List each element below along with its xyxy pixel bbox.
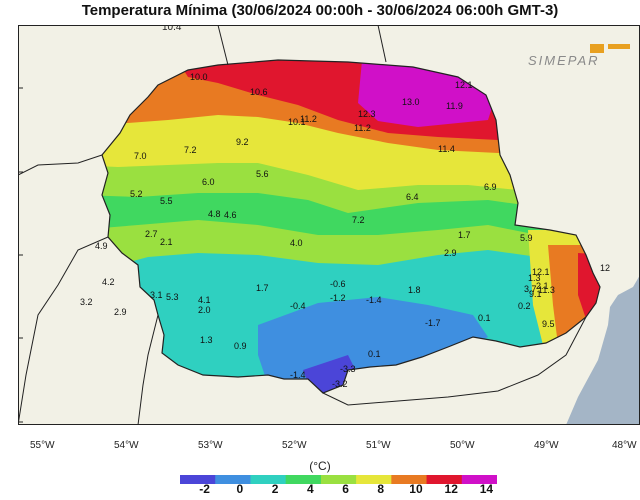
station-value: 4.9 (95, 241, 108, 251)
temperature-map: 10.4 10.010.612.113.0 11.912.310.111.211.… (18, 25, 640, 425)
station-value: 2.1 (160, 237, 173, 247)
colorbar-segment (250, 475, 287, 484)
station-value: 0.1 (478, 313, 491, 323)
unit-label: (°C) (309, 459, 331, 473)
station-value: -3.2 (332, 379, 348, 389)
x-tick-54w: 54°W (114, 440, 139, 451)
colorbar-segment (426, 475, 463, 484)
station-value: 6.4 (406, 192, 419, 202)
station-value: 11.3 (538, 285, 555, 295)
station-value: 7.0 (134, 151, 147, 161)
station-value: -1.4 (366, 295, 382, 305)
station-values: 10.010.612.113.0 11.912.310.111.211.29.21… (80, 72, 610, 389)
station-value: 1.8 (408, 285, 421, 295)
colorbar-label: 0 (236, 482, 244, 496)
station-value: 10.6 (250, 87, 268, 97)
station-value: 5.5 (160, 196, 173, 206)
colorbar-segment (391, 475, 428, 484)
x-tick-49w: 49°W (534, 440, 559, 451)
colorbar-label: 10 (409, 482, 423, 496)
station-value: 1.7 (458, 230, 471, 240)
station-value: 0.9 (234, 341, 247, 351)
station-value: 9.5 (542, 319, 555, 329)
station-value: 4.6 (224, 210, 237, 220)
station-value: -1.7 (425, 318, 441, 328)
station-value: 1.3 (200, 335, 213, 345)
station-value: -0.4 (290, 301, 306, 311)
station-value: 6.0 (202, 177, 215, 187)
station-value: 12.1 (532, 267, 550, 277)
station-value: 12 (600, 263, 610, 273)
colorbar-label: 8 (377, 482, 385, 496)
colorbar-label: 12 (444, 482, 458, 496)
station-value: 4.8 (208, 209, 221, 219)
station-value: 1.3 (528, 273, 541, 283)
simepar-logo: SIMEPAR (528, 44, 630, 68)
state-boundaries (18, 25, 587, 425)
colorbar-label: 4 (306, 482, 314, 496)
station-value: 2.9 (114, 307, 127, 317)
station-value: 0.2 (518, 301, 531, 311)
x-tick-48w: 48°W (612, 440, 637, 451)
x-tick-50w: 50°W (450, 440, 475, 451)
station-value: 3.2 (80, 297, 93, 307)
ocean (566, 33, 640, 425)
station-value: 2.7 (145, 229, 158, 239)
station-value: 9.2 (236, 137, 249, 147)
station-value: 5.6 (256, 169, 269, 179)
colorbar-label: 2 (271, 482, 279, 496)
colorbar-segment (180, 475, 216, 484)
station-value: 6.9 (484, 182, 497, 192)
logo-text: SIMEPAR (528, 53, 600, 68)
station-value: 13.0 (402, 97, 420, 107)
station-value: 12.3 (358, 109, 376, 119)
x-tick-53w: 53°W (198, 440, 223, 451)
station-value: 4.2 (102, 277, 115, 287)
station-value: 9.1 (529, 289, 542, 299)
station-value: -0.6 (330, 279, 346, 289)
colorbar-label: 6 (342, 482, 349, 496)
station-value: 11.9 (446, 101, 463, 111)
colorbar-segment (461, 475, 497, 484)
station-value: 3.1 (150, 290, 163, 300)
station-value: 5.3 (166, 292, 179, 302)
x-tick-55w: 55°W (30, 440, 55, 451)
station-value: -3.3 (340, 364, 356, 374)
station-value: 5.9 (520, 233, 533, 243)
map-title: Temperatura Mínima (30/06/2024 00:00h - … (81, 2, 559, 19)
station-value: 10.1 (288, 117, 306, 127)
station-value: 3.7 (524, 284, 537, 294)
station-value: 12.1 (455, 80, 473, 90)
station-value: -1.2 (330, 293, 346, 303)
edge-label: 10.4 (162, 25, 182, 33)
station-value: 11.2 (354, 123, 371, 133)
station-value: 11.4 (438, 144, 455, 154)
x-tick-51w: 51°W (366, 440, 391, 451)
colorbar (180, 475, 497, 484)
station-value: 2.0 (198, 305, 211, 315)
station-value: 11.2 (300, 114, 317, 124)
station-value: 5.2 (130, 189, 143, 199)
colorbar-segment (320, 475, 357, 484)
station-value: 2.9 (444, 248, 457, 258)
x-tick-52w: 52°W (282, 440, 307, 451)
station-value: 4.0 (290, 238, 303, 248)
colorbar-segment (215, 475, 251, 484)
station-value: 7.2 (184, 145, 197, 155)
station-value: 10.0 (190, 72, 208, 82)
station-value: -1.4 (290, 370, 306, 380)
station-value: 2.1 (536, 281, 549, 291)
colorbar-segment (285, 475, 322, 484)
colorbar-label: 14 (479, 482, 494, 496)
station-value: 0.1 (368, 349, 381, 359)
colorbar-segment (356, 475, 392, 484)
station-value: 4.1 (198, 295, 211, 305)
colorbar-label: -2 (199, 482, 210, 496)
station-value: 1.7 (256, 283, 269, 293)
station-value: 7.2 (352, 215, 365, 225)
